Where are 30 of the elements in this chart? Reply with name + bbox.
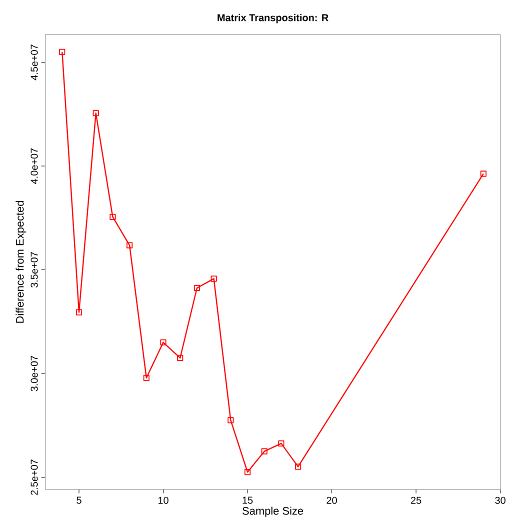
- x-tick-label: 15: [242, 496, 253, 504]
- point: [76, 309, 82, 316]
- point: [228, 417, 234, 424]
- point: [92, 110, 99, 116]
- x-tick-label: 20: [326, 496, 337, 504]
- point: [210, 276, 217, 282]
- point: [194, 284, 200, 292]
- point: [295, 464, 302, 470]
- point: [177, 354, 184, 361]
- point: [110, 214, 116, 220]
- x-tick-label: 10: [158, 496, 168, 504]
- y-tick-label: 4.5e+07: [30, 44, 38, 80]
- y-tick-label: 3.5e+07: [30, 252, 38, 288]
- point: [278, 440, 284, 446]
- x-tick-label: 25: [411, 496, 422, 504]
- x-axis-title: Sample Size: [242, 506, 304, 517]
- point: [160, 339, 166, 346]
- point: [261, 448, 268, 454]
- point: [244, 469, 251, 476]
- point: [480, 170, 486, 177]
- point: [143, 374, 150, 381]
- y-tick-label: 4.0e+07: [30, 148, 38, 184]
- x-tick-label: 30: [495, 496, 506, 504]
- x-tick-label: 5: [76, 496, 82, 504]
- y-axis-title: Difference from Expected: [16, 200, 26, 323]
- chart-title: Matrix Transposition: R: [218, 14, 328, 24]
- point: [126, 242, 133, 248]
- y-tick-label: 2.5e+07: [30, 460, 38, 495]
- point: [59, 48, 66, 55]
- y-tick-label: 3.0e+07: [30, 356, 38, 392]
